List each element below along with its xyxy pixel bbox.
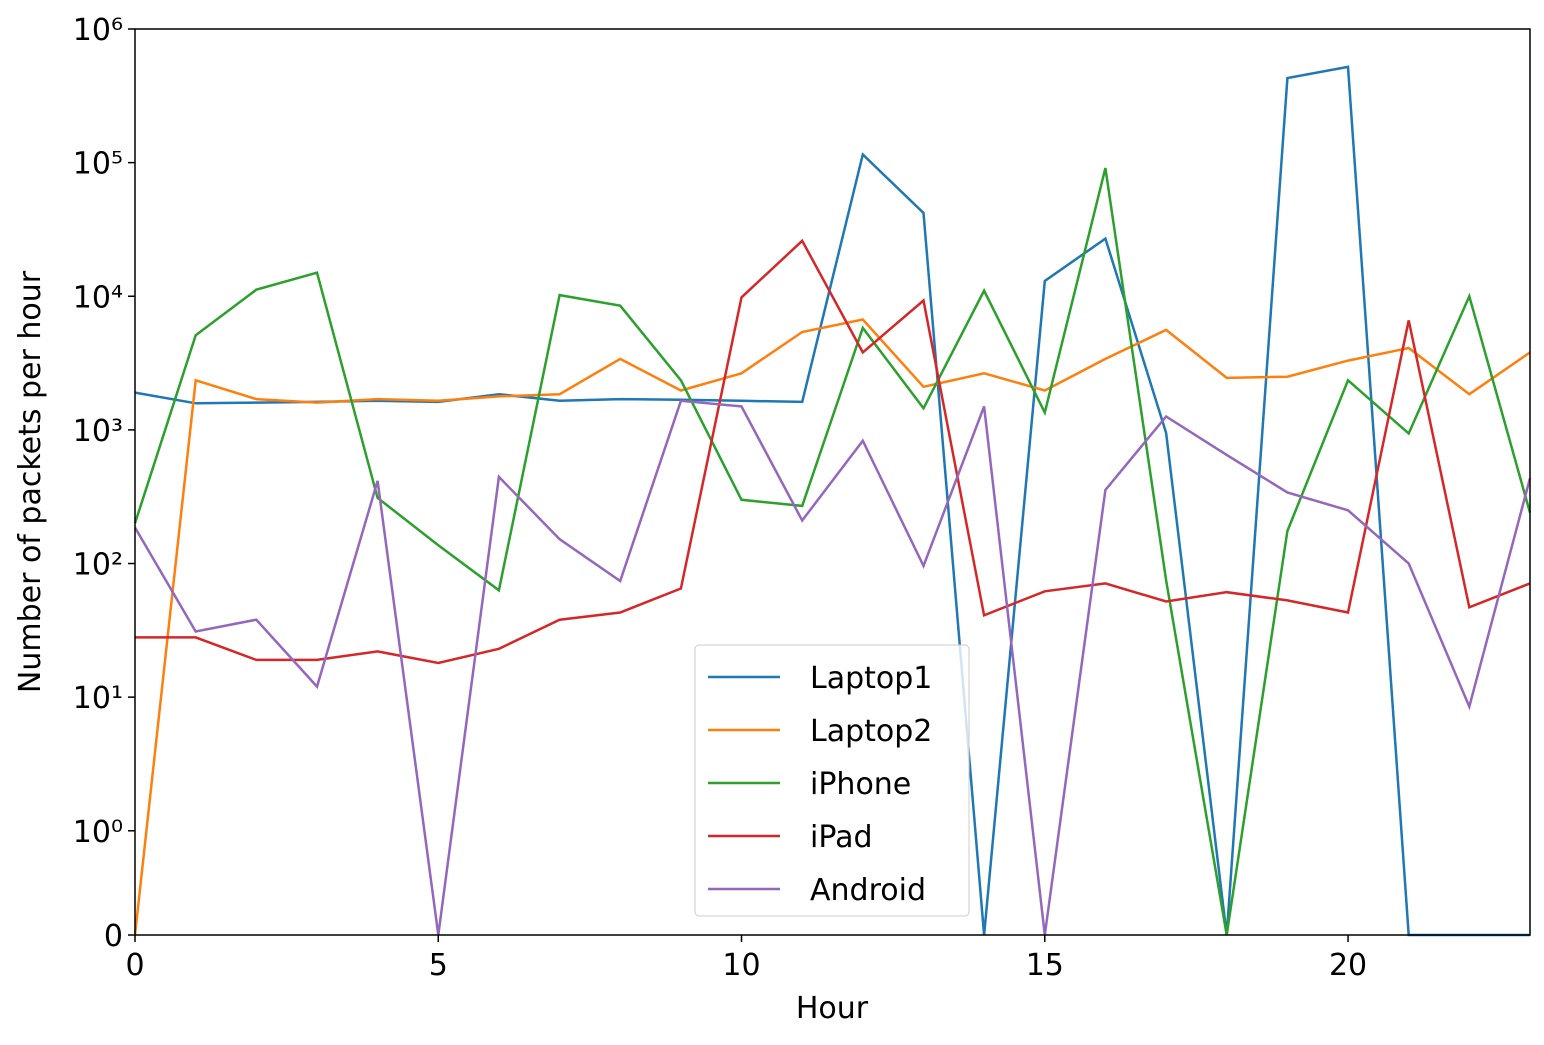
y-tick-label: 10⁰: [73, 815, 123, 850]
x-tick-label: 15: [1026, 948, 1064, 983]
legend-label: iPhone: [810, 767, 911, 802]
y-tick-label: 10³: [73, 414, 123, 449]
series-line: [133, 167, 1532, 936]
legend-label: Laptop1: [810, 661, 932, 696]
x-tick-label: 5: [429, 948, 448, 983]
y-axis-label: Number of packets per hour: [13, 270, 48, 693]
y-tick-label: 10²: [73, 548, 123, 583]
legend-label: Android: [810, 873, 926, 908]
legend-label: Laptop2: [810, 714, 932, 749]
legend-label: iPad: [810, 820, 873, 855]
legend-box: [694, 644, 970, 917]
x-tick-label: 0: [125, 948, 144, 983]
y-tick-label: 10⁴: [73, 280, 123, 315]
x-tick-label: 10: [722, 948, 760, 983]
y-tick-label: 10¹: [73, 681, 123, 716]
y-tick-label: 10⁵: [73, 147, 123, 182]
x-tick-label: 20: [1329, 948, 1367, 983]
y-tick-label: 0: [104, 919, 123, 954]
series-line: [134, 65, 1530, 937]
series-line: [135, 238, 1531, 665]
series-line: [133, 318, 1531, 936]
x-axis-label: Hour: [796, 991, 869, 1026]
plot-frame: [134, 28, 1531, 936]
series-line: [133, 399, 1532, 936]
y-tick-label: 10⁶: [73, 13, 123, 48]
